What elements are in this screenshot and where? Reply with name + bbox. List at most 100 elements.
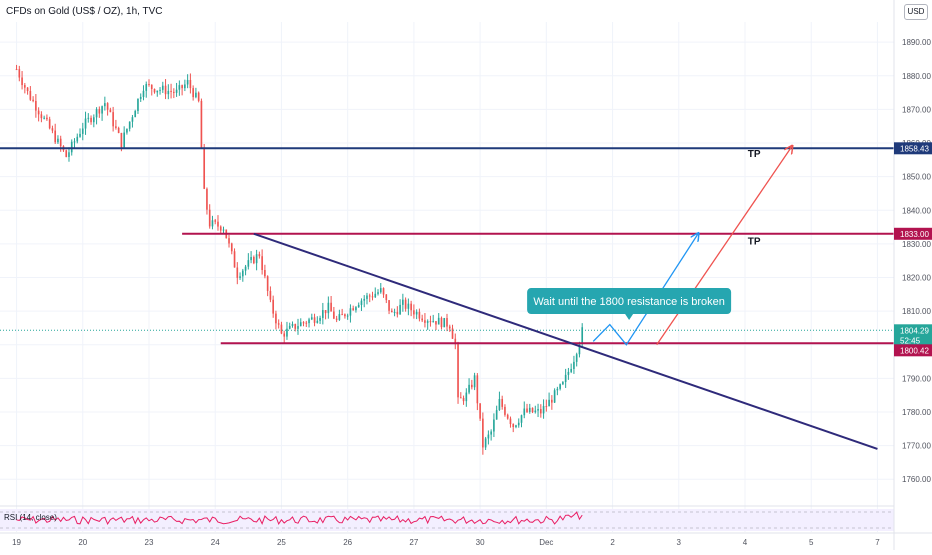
x-tick-label: 27 (409, 538, 418, 547)
candle-body (553, 390, 556, 403)
candle-body (54, 130, 57, 143)
candle-body (490, 431, 492, 435)
candle-body (48, 119, 51, 129)
candle-body (192, 88, 194, 98)
candle-body (24, 85, 26, 88)
candle-body (98, 109, 101, 114)
candle-body (545, 406, 548, 408)
candle-body (46, 117, 48, 120)
candle-body (517, 422, 520, 426)
candle-body (134, 110, 137, 118)
candle-body (357, 304, 360, 308)
candle-body (211, 220, 214, 227)
candle-body (330, 302, 332, 312)
candle-body (275, 313, 277, 324)
y-tick-label: 1830.00 (902, 240, 931, 249)
candle-body (515, 425, 517, 428)
currency-button[interactable]: USD (904, 4, 928, 20)
candle-body (374, 293, 377, 298)
y-tick-label: 1770.00 (902, 442, 931, 451)
candle-body (181, 85, 183, 89)
candle-body (393, 311, 396, 313)
candle-body (230, 243, 233, 252)
candle-body (429, 321, 432, 323)
candle-body (95, 109, 98, 118)
candle-body (59, 138, 62, 147)
candle-body (299, 322, 302, 327)
price-tag-bg (894, 142, 932, 155)
candle-body (570, 368, 572, 372)
candle-body (424, 320, 426, 323)
x-tick-label: 2 (610, 538, 615, 547)
candle-body (548, 399, 550, 407)
candle-body (123, 132, 125, 148)
candle-body (487, 434, 490, 439)
candle-body (459, 397, 462, 399)
candle-body (297, 326, 299, 329)
candle-body (228, 238, 230, 244)
candle-body (291, 323, 294, 326)
y-tick-label: 1760.00 (902, 475, 931, 484)
x-tick-label: 26 (343, 538, 352, 547)
candle-body (418, 311, 421, 319)
y-tick-label: 1840.00 (902, 206, 931, 215)
candle-body (366, 295, 368, 299)
candle-body (471, 384, 473, 388)
candle-body (148, 84, 150, 86)
candle-body (117, 127, 120, 133)
y-tick-label: 1850.00 (902, 173, 931, 182)
x-tick-label: 30 (476, 538, 485, 547)
y-tick-label: 1820.00 (902, 273, 931, 282)
candle-body (247, 260, 250, 267)
candle-body (277, 323, 280, 325)
y-tick-label: 1780.00 (902, 408, 931, 417)
candle-body (272, 299, 274, 314)
candle-body (410, 303, 412, 311)
candle-body (15, 69, 18, 71)
price-tag-label: 1800.42 (900, 346, 929, 355)
candle-body (363, 298, 366, 301)
candle-body (178, 85, 181, 90)
tp-label: TP (748, 149, 761, 160)
candle-body (451, 328, 454, 339)
red-target-arrow (656, 146, 792, 346)
candle-body (156, 90, 159, 93)
candle-body (531, 407, 534, 413)
callout-box (527, 288, 732, 315)
candle-body (280, 324, 283, 334)
rsi-line (16, 511, 583, 525)
candle-body (233, 251, 236, 268)
candle-body (65, 150, 68, 157)
candle-body (186, 79, 189, 85)
candle-body (219, 226, 222, 231)
candle-body (112, 112, 114, 127)
candle-body (250, 257, 252, 261)
candle-body (40, 114, 43, 119)
candle-body (440, 317, 443, 328)
candle-body (382, 288, 385, 295)
candle-body (498, 398, 501, 411)
candle-body (404, 299, 407, 309)
candle-body (573, 361, 575, 369)
candle-body (385, 294, 388, 301)
candle-body (244, 266, 247, 271)
candle-body (294, 323, 297, 329)
candle-body (446, 318, 448, 327)
candle-body (504, 406, 506, 415)
candle-body (57, 138, 59, 143)
x-tick-label: 3 (677, 538, 682, 547)
candle-body (81, 128, 84, 134)
candle-body (435, 321, 437, 325)
candle-body (92, 117, 95, 123)
candle-body (567, 371, 570, 375)
x-tick-label: 5 (809, 538, 814, 547)
price-axis-bg (894, 0, 932, 550)
candle-body (346, 315, 349, 317)
candle-body (534, 410, 537, 413)
candle-body (161, 85, 164, 90)
candle-body (142, 90, 145, 97)
candle-body (313, 317, 316, 323)
candle-body (479, 403, 481, 419)
